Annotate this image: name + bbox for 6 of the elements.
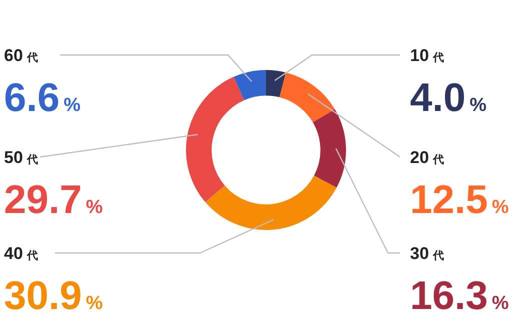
data-label: 4.0% — [410, 76, 487, 120]
data-label: 16.3% — [410, 274, 509, 318]
data-label: 6.6% — [4, 76, 81, 120]
data-label: 12.5% — [410, 178, 509, 222]
data-label: 30.9% — [4, 274, 103, 318]
data-label: 29.7% — [4, 178, 103, 222]
